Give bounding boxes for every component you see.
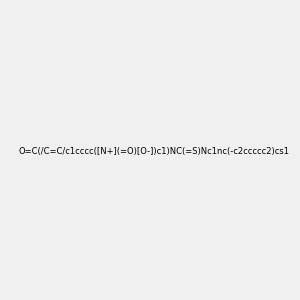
Text: O=C(/C=C/c1cccc([N+](=O)[O-])c1)NC(=S)Nc1nc(-c2ccccc2)cs1: O=C(/C=C/c1cccc([N+](=O)[O-])c1)NC(=S)Nc…	[18, 147, 289, 156]
